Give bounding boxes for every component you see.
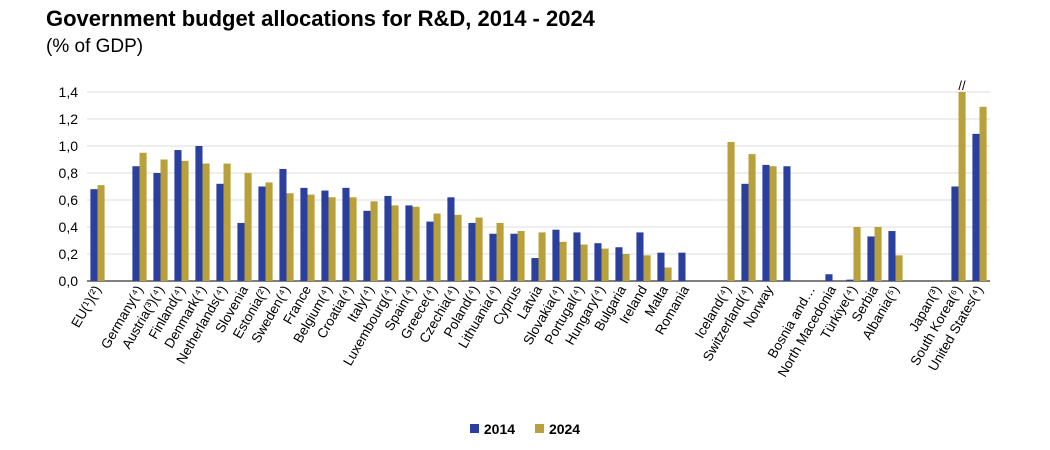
bar-2024 <box>286 193 294 281</box>
bar-2024 <box>223 163 231 281</box>
bar-2014 <box>615 247 623 281</box>
legend: 2014 2024 <box>0 420 1050 437</box>
bar-2024 <box>454 214 462 281</box>
bar-2014 <box>636 232 644 281</box>
bar-2024 <box>181 160 189 281</box>
bar-2024 <box>853 227 861 281</box>
bar-2014 <box>279 168 287 281</box>
bar-2024 <box>664 267 672 281</box>
legend-label-2024: 2024 <box>548 420 581 437</box>
bar-2014 <box>195 146 203 281</box>
bar-2024 <box>391 205 399 281</box>
legend-swatch-2024 <box>534 424 544 433</box>
bar-2014 <box>678 252 686 281</box>
bar-2014 <box>657 252 665 281</box>
x-tick-label: EU(¹)(²) <box>68 283 104 330</box>
bar-2014 <box>90 189 98 281</box>
y-tick-label: 0,4 <box>59 219 79 235</box>
bar-2014 <box>321 190 329 281</box>
bar-2024 <box>475 217 483 281</box>
bar-2014 <box>972 133 980 281</box>
y-tick-label: 1,0 <box>59 138 79 154</box>
bar-2014 <box>846 279 854 281</box>
bar-2024 <box>538 232 546 281</box>
bar-2024 <box>370 201 378 281</box>
bar-2014 <box>741 183 749 281</box>
y-tick-label: 0,8 <box>59 165 79 181</box>
bar-2014 <box>468 222 476 281</box>
bar-2024 <box>622 254 630 281</box>
legend-item-2014: 2014 <box>469 420 516 437</box>
bar-2014 <box>342 187 350 281</box>
y-tick-label: 0,0 <box>59 273 79 289</box>
bar-2014 <box>405 205 413 281</box>
bar-2024 <box>601 248 609 281</box>
bar-2014 <box>153 173 161 281</box>
bar-2024 <box>202 163 210 281</box>
bar-2024 <box>160 159 168 281</box>
bar-2014 <box>489 233 497 281</box>
bar-2024 <box>244 173 252 281</box>
bar-2024 <box>349 197 357 281</box>
bar-2014 <box>888 231 896 281</box>
bar-2014 <box>510 233 518 281</box>
bar-2024 <box>307 194 315 281</box>
bar-2014 <box>762 164 770 281</box>
bar-2014 <box>783 166 791 281</box>
bar-2014 <box>825 274 833 281</box>
bar-2024 <box>874 227 882 281</box>
bar-2024 <box>643 255 651 281</box>
chart-title: Government budget allocations for R&D, 2… <box>46 6 595 31</box>
bar-2014 <box>531 258 539 281</box>
bars <box>90 92 987 281</box>
y-tick-label: 1,2 <box>59 111 79 127</box>
bar-2014 <box>447 197 455 281</box>
bar-2024 <box>769 166 777 281</box>
bar-2014 <box>384 195 392 281</box>
bar-2024 <box>139 152 147 281</box>
bar-2014 <box>951 186 959 281</box>
chart-subtitle: (% of GDP) <box>46 36 144 57</box>
bar-2024 <box>97 185 105 281</box>
y-axis-ticks: 0,0 0,2 0,4 0,6 0,8 1,0 1,2 1,4 <box>59 84 79 289</box>
bar-2024 <box>433 213 441 281</box>
y-tick-label: 1,4 <box>59 84 79 100</box>
bar-2014 <box>216 183 224 281</box>
x-axis-labels: EU(¹)(²)Germany(⁴)Austria(³)(⁴)Finland(⁴… <box>68 283 986 380</box>
bar-2014 <box>573 232 581 281</box>
bar-2014 <box>594 243 602 281</box>
bar-chart: 0,0 0,2 0,4 0,6 0,8 1,0 1,2 1,4 EU(¹)(²)Germany… <box>59 78 990 380</box>
bar-2014 <box>363 210 371 281</box>
bar-2024 <box>265 182 273 281</box>
bar-2024 <box>580 244 588 281</box>
bar-2014 <box>426 221 434 281</box>
bar-2024 <box>412 206 420 281</box>
bar-2024 <box>328 197 336 281</box>
bar-2024 <box>727 141 735 281</box>
bar-2014 <box>300 187 308 281</box>
bar-2014 <box>867 236 875 281</box>
bar-2024 <box>559 241 567 281</box>
y-tick-label: 0,2 <box>59 246 79 262</box>
legend-item-2024: 2024 <box>534 420 581 437</box>
bar-2014 <box>552 229 560 281</box>
bar-2014 <box>174 150 182 281</box>
bar-2024 <box>979 106 987 281</box>
bar-2014 <box>258 186 266 281</box>
annotations: // <box>958 78 966 93</box>
bar-2024 <box>958 92 966 281</box>
bar-2024 <box>748 154 756 281</box>
bar-2014 <box>132 166 140 281</box>
bar-2014 <box>237 222 245 281</box>
legend-label-2014: 2014 <box>483 420 516 437</box>
axis-break-marker: // <box>958 78 966 93</box>
y-tick-label: 0,6 <box>59 192 79 208</box>
bar-2024 <box>895 255 903 281</box>
bar-2024 <box>496 222 504 281</box>
bar-2024 <box>517 231 525 281</box>
legend-swatch-2014 <box>469 424 479 433</box>
